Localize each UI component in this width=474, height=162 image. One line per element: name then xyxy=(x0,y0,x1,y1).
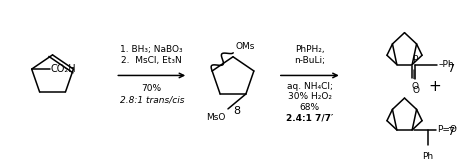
Text: aq. NH₄Cl;: aq. NH₄Cl; xyxy=(287,82,333,91)
Text: ║: ║ xyxy=(412,69,417,79)
Text: 1. BH₃; NaBO₃: 1. BH₃; NaBO₃ xyxy=(120,45,183,54)
Text: O: O xyxy=(412,82,419,91)
Text: PhPH₂,: PhPH₂, xyxy=(295,45,325,54)
Text: P=O: P=O xyxy=(437,125,457,134)
Text: 2.4:1 7/7′: 2.4:1 7/7′ xyxy=(286,114,334,123)
Text: O: O xyxy=(413,86,419,95)
Text: 7: 7 xyxy=(447,64,455,74)
Text: 2.  MsCl, Et₃N: 2. MsCl, Et₃N xyxy=(121,56,182,65)
Text: 68%: 68% xyxy=(300,103,320,112)
Text: 7′: 7′ xyxy=(447,127,457,137)
Text: CO₂H: CO₂H xyxy=(51,64,76,74)
Text: P: P xyxy=(412,55,418,64)
Text: +: + xyxy=(428,79,441,94)
Text: 8: 8 xyxy=(233,106,241,116)
Text: OMs: OMs xyxy=(235,42,255,51)
Text: 30% H₂O₂: 30% H₂O₂ xyxy=(288,92,332,100)
Text: 2.8:1 trans/cis: 2.8:1 trans/cis xyxy=(119,95,184,104)
Text: Ph: Ph xyxy=(423,152,434,161)
Text: MsO: MsO xyxy=(207,113,226,122)
Text: –Ph: –Ph xyxy=(438,60,454,69)
Text: 70%: 70% xyxy=(142,84,162,93)
Text: n-BuLi;: n-BuLi; xyxy=(294,56,325,65)
